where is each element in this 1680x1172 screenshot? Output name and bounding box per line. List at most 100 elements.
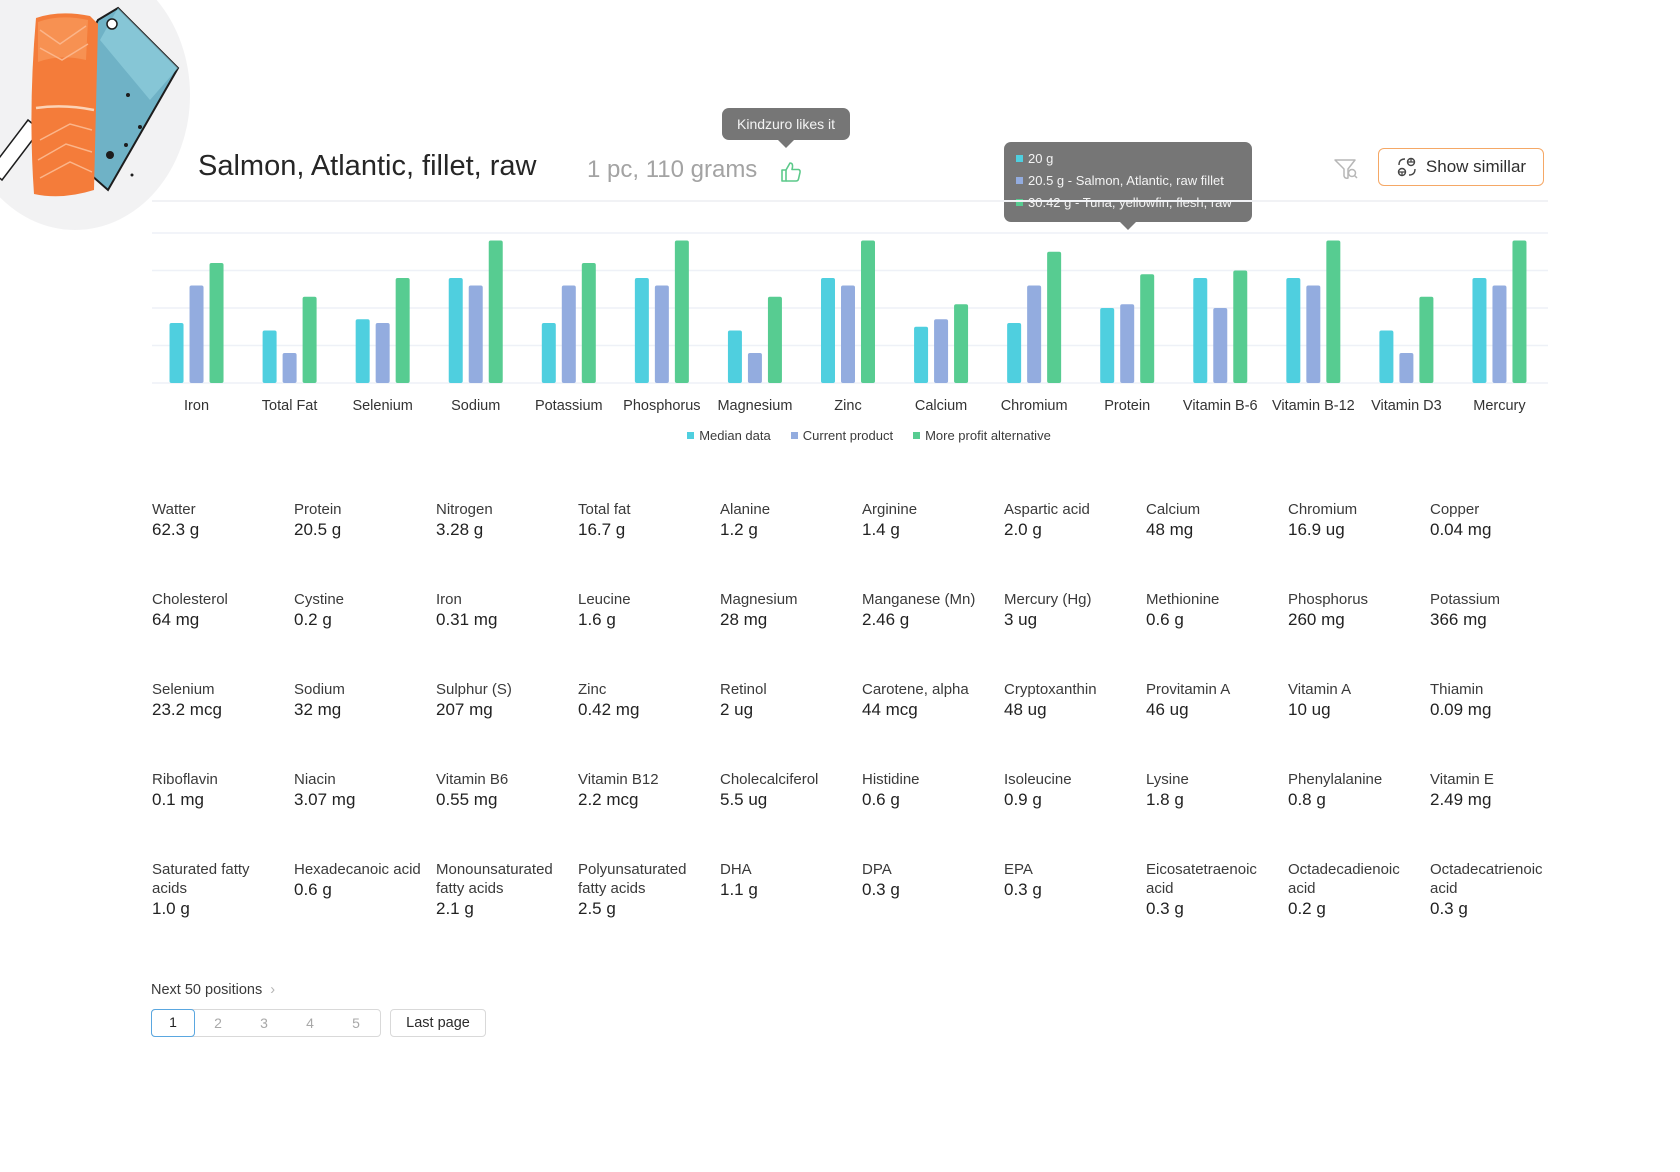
bar-median[interactable] [727,330,742,384]
last-page-button[interactable]: Last page [390,1009,486,1037]
bar-current[interactable] [1213,308,1228,383]
legend-swatch [687,432,695,439]
bar-median[interactable] [914,326,929,383]
bar-alternative[interactable] [1233,270,1248,384]
nutrient-item: Magnesium 28 mg [720,590,862,680]
nutrient-item: Riboflavin 0.1 mg [152,770,294,860]
legend-item-current[interactable]: Current product [790,428,893,443]
bar-median[interactable] [169,323,184,383]
legend-item-alternative[interactable]: More profit alternative [913,428,1051,443]
nutrient-item: Watter 62.3 g [152,500,294,590]
bar-median[interactable] [262,330,277,384]
nutrient-value: 0.09 mg [1430,700,1492,719]
similar-items-icon [1397,157,1416,177]
nutrient-item: Sulphur (S) 207 mg [436,680,578,770]
bar-current[interactable] [841,285,855,384]
bar-alternative[interactable] [395,278,410,383]
bar-current[interactable] [375,323,390,383]
bar-median[interactable] [1100,308,1115,383]
bar-alternative[interactable] [1512,240,1527,384]
bar-alternative[interactable] [674,240,689,384]
bar-median[interactable] [1379,330,1394,384]
page-button[interactable]: 3 [260,1015,268,1031]
bar-alternative[interactable] [1326,240,1341,384]
next-positions-label: Next 50 positions [151,982,263,998]
bar-current[interactable] [189,285,204,384]
x-tick-label: Calcium [915,398,967,414]
chart-tooltip-text: 20 g [1028,151,1054,166]
bar-alternative[interactable] [302,296,317,383]
bar-median[interactable] [541,323,556,383]
nutrient-value: 48 ug [1004,700,1047,719]
nutrient-label: Arginine [862,501,918,518]
nutrient-item: DPA 0.3 g [862,860,1004,950]
nutrient-item: Aspartic acid 2.0 g [1004,500,1146,590]
bar-alternative[interactable] [209,263,224,383]
nutrient-value: 2.0 g [1004,520,1042,539]
bar-alternative[interactable] [861,240,875,384]
bar-median[interactable] [634,278,649,383]
nutrient-value: 0.3 g [862,880,900,899]
bar-current[interactable] [747,353,762,383]
bar-alternative[interactable] [581,263,596,383]
bar-current[interactable] [1027,285,1042,384]
nutrient-label: Iron [436,591,462,608]
nutrient-item: Nitrogen 3.28 g [436,500,578,590]
page-button[interactable]: 2 [214,1015,222,1031]
bar-current[interactable] [934,319,949,383]
bar-alternative[interactable] [767,296,782,383]
bar-median[interactable] [1472,278,1487,383]
nutrient-label: Vitamin A [1288,681,1352,698]
page-button[interactable]: 5 [352,1015,360,1031]
like-tooltip-text: Kindzuro likes it [737,116,836,132]
bar-median[interactable] [1193,278,1208,383]
nutrient-value: 3.28 g [436,520,484,539]
nutrient-value: 44 mcg [862,700,918,719]
nutrient-grid: Watter 62.3 g Protein 20.5 g Nitrogen 3.28 g T… [152,500,1572,950]
legend-item-median[interactable]: Median data [687,428,771,443]
bar-current[interactable] [1492,285,1507,384]
bar-alternative[interactable] [954,304,969,383]
nutrient-label: Watter [152,501,196,518]
bar-current[interactable] [468,285,483,384]
bar-alternative[interactable] [1047,251,1062,383]
bar-alternative[interactable] [488,240,503,384]
bar-median[interactable] [821,278,835,383]
bar-current[interactable] [654,285,669,384]
bar-median[interactable] [1007,323,1022,383]
bar-alternative[interactable] [1419,296,1434,383]
nutrient-label: Provitamin A [1146,681,1231,698]
nutrient-label: Thiamin [1430,681,1484,698]
page-button[interactable]: 4 [306,1015,314,1031]
nutrient-label: Lysine [1146,771,1189,788]
filter-search-icon[interactable] [1333,156,1359,182]
bar-current[interactable] [1120,304,1135,383]
bar-current[interactable] [561,285,576,384]
bar-current[interactable] [282,353,297,383]
bar-median[interactable] [355,319,370,383]
bar-median[interactable] [1286,278,1301,383]
nutrient-item: Saturated fatty acids 1.0 g [152,860,294,950]
nutrient-value: 2.1 g [436,899,474,918]
bar-alternative[interactable] [1140,274,1155,383]
chevron-right-icon: › [270,982,276,998]
nutrient-label: Saturated fatty acids [152,861,250,897]
bar-current[interactable] [1306,285,1321,384]
nutrient-value: 0.04 mg [1430,520,1492,539]
nutrient-item: Retinol 2 ug [720,680,862,770]
bar-median[interactable] [448,278,463,383]
nutrient-value: 32 mg [294,700,342,719]
nutrient-item: Lysine 1.8 g [1146,770,1288,860]
current-swatch [1016,177,1023,184]
header-divider [152,200,1548,202]
bar-current[interactable] [1399,353,1414,383]
x-tick-label: Sodium [451,398,500,414]
chart-tooltip-row: 20 g [1016,151,1053,167]
nutrient-item: Iron 0.31 mg [436,590,578,680]
thumbs-up-icon[interactable] [779,160,803,184]
nutrient-item: Potassium 366 mg [1430,590,1572,680]
page-button[interactable]: 1 [151,1009,195,1037]
next-positions-link[interactable]: Next 50 positions › [151,982,275,998]
nutrient-item: Vitamin E 2.49 mg [1430,770,1572,860]
show-similar-button[interactable]: Show simillar [1378,148,1544,186]
